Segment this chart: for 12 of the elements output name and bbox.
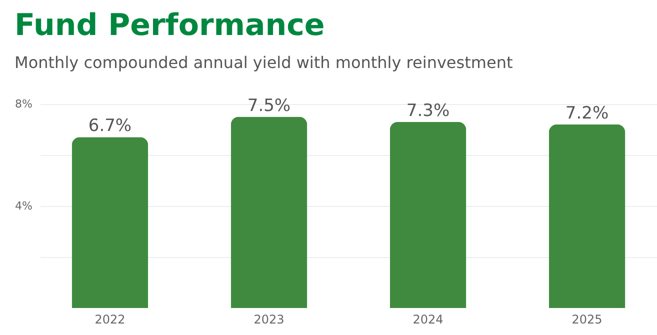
x-tick-label: 2022 [94, 312, 126, 326]
y-tick-label: 8% [15, 98, 32, 110]
data-label: 6.7% [88, 116, 132, 136]
x-tick-label: 2025 [572, 312, 602, 326]
x-tick-label: 2023 [254, 312, 284, 326]
chart-title: Fund Performance [14, 8, 325, 43]
data-label: 7.3% [406, 100, 450, 121]
x-tick-label: 2024 [412, 312, 444, 326]
data-label: 7.5% [247, 96, 291, 116]
data-label: 7.2% [565, 103, 609, 124]
y-tick-label: 4% [15, 200, 32, 212]
chart-subtitle: Monthly compounded annual yield with monthly reinvestment [14, 52, 513, 72]
